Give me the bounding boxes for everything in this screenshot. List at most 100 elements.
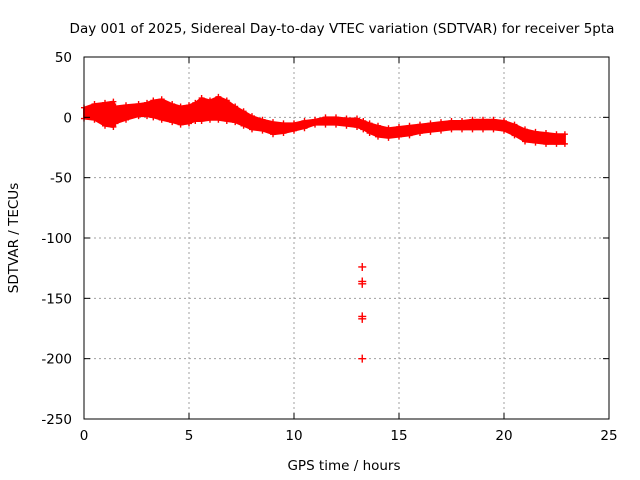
band-point [249,113,255,120]
band-point [158,96,165,103]
y-tick-label: -150 [41,291,72,307]
x-tick-label: 5 [185,428,194,444]
band-point [144,99,150,106]
band-point [343,122,350,129]
band-point [417,130,423,137]
band-point [448,117,455,124]
y-tick-label: 50 [55,50,72,66]
band-point [223,117,230,124]
band-point [312,121,318,128]
y-axis-label: SDTVAR / TECUs [6,183,22,293]
band-point [490,116,497,123]
band-point [438,119,444,126]
band-point [427,120,434,127]
band-point [448,126,455,133]
band-point [417,121,423,128]
band-point [249,126,255,133]
y-tick-label: -100 [41,231,72,247]
band-point [490,126,497,133]
band-point [91,101,98,108]
band-point [532,128,539,135]
y-tick-label: -200 [41,352,72,368]
data-layer [81,93,568,363]
band-point [543,130,549,137]
band-point [532,139,539,146]
band-point [270,119,276,126]
chart-title: Day 001 of 2025, Sidereal Day-to-day VTE… [70,21,615,37]
band-point [150,114,157,121]
band-point [215,116,222,123]
x-tick-label: 20 [495,428,512,444]
x-axis-label: GPS time / hours [287,458,400,474]
band-point [207,97,213,104]
y-tick-label: -250 [41,412,72,428]
band-point [438,127,444,134]
band-point [169,101,176,108]
band-point [192,117,199,124]
band-point [301,125,308,132]
band-point [240,122,247,129]
grid [84,57,609,419]
band-point [150,97,157,104]
band-point [561,131,568,138]
band-point [561,140,568,147]
band-point [169,119,176,126]
band-point [343,115,350,122]
band-point [177,103,184,110]
band-point [333,121,339,128]
axes: 0 5 10 15 20 25 50 0 -50 -100 -150 -200 -250 [41,50,617,444]
band-point [207,116,213,123]
band-point [396,133,402,140]
band-point [333,114,339,121]
band-point [322,121,329,128]
band-point [110,98,117,105]
band-point [406,132,413,139]
band-point [259,127,266,134]
band-point [259,116,266,123]
y-tick-label: 0 [63,110,72,126]
band-point [469,126,476,133]
band-point [135,101,142,108]
band-point [354,115,360,122]
band-point [158,116,165,123]
band-point [186,120,192,127]
band-point [177,121,184,128]
band-point [553,131,560,138]
band-point [198,95,205,102]
band-point [501,127,507,134]
band-point [360,117,367,124]
band-point [366,120,373,127]
band-point [459,117,465,124]
band-point [511,132,518,139]
x-tick-label: 0 [80,428,89,444]
band-point [553,140,560,147]
outlier-point [358,354,367,363]
band-point [459,126,465,133]
band-point [385,134,392,141]
band-point [480,116,486,123]
band-point [291,120,297,127]
band-point [322,114,329,121]
band-point [144,113,150,120]
band-point [522,126,528,133]
x-tick-label: 15 [390,428,407,444]
band-point [123,116,129,123]
x-tick-label: 10 [285,428,302,444]
band-point [396,123,402,130]
band-point [270,131,276,138]
band-point [215,93,222,100]
outlier-point [358,279,367,288]
band-point [135,113,142,120]
band-point [360,126,367,133]
outlier-point [358,314,367,323]
band-point [354,123,360,130]
band-point [280,120,287,127]
band-point [91,116,98,123]
band-point [112,120,119,127]
band-point [291,127,297,134]
band-point [511,121,518,128]
band-point [501,117,507,124]
band-point [102,122,108,129]
band-point [406,122,413,129]
